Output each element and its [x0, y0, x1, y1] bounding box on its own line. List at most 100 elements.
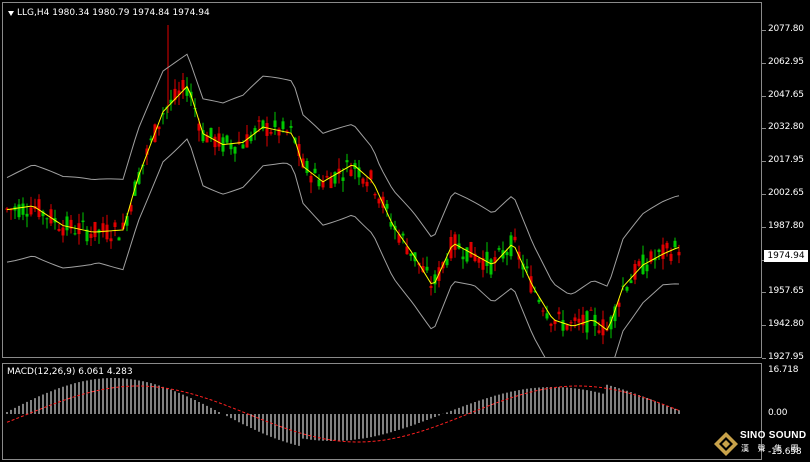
- candle-body: [129, 205, 133, 212]
- candle-body: [533, 290, 537, 292]
- candle-body: [201, 130, 205, 142]
- current-price-marker: 1974.94: [764, 250, 808, 262]
- candle-body: [469, 242, 473, 258]
- candle-body: [105, 224, 109, 240]
- candle-body: [233, 146, 237, 154]
- candle-body: [553, 320, 557, 325]
- candle-body: [521, 263, 525, 270]
- candle-body: [629, 280, 633, 284]
- candle-body: [21, 203, 25, 215]
- candle-body: [445, 258, 449, 266]
- candle-body: [633, 263, 637, 280]
- moving-average-line: [6, 85, 680, 331]
- candle-body: [121, 222, 125, 230]
- candle-body: [197, 123, 201, 131]
- candle-body: [649, 251, 653, 263]
- candle-body: [45, 218, 49, 220]
- candle-body: [161, 113, 165, 115]
- candle-body: [357, 167, 361, 178]
- candle-body: [205, 135, 209, 143]
- candle-body: [341, 177, 345, 181]
- candle-body: [261, 120, 265, 129]
- price-axis-tick: [762, 30, 766, 31]
- candle-body: [369, 170, 373, 180]
- candle-body: [321, 181, 325, 188]
- candle-body: [325, 175, 329, 178]
- candle-body: [245, 134, 249, 148]
- candle-body: [85, 229, 89, 242]
- candle-body: [637, 261, 641, 266]
- candle-body: [169, 99, 173, 104]
- candle-body: [29, 207, 33, 215]
- candle-body: [309, 175, 313, 183]
- candle-body: [677, 251, 681, 256]
- candle-body: [481, 258, 485, 270]
- candle-body: [497, 248, 501, 250]
- price-axis-label: 1987.80: [768, 220, 804, 231]
- candle-body: [513, 236, 517, 241]
- candle-body: [641, 254, 645, 275]
- candle-body: [673, 240, 677, 248]
- candle-body: [253, 128, 257, 134]
- candle-body: [593, 314, 597, 326]
- price-axis-tick: [762, 128, 766, 130]
- candle-body: [69, 219, 73, 229]
- candle-body: [73, 233, 77, 235]
- candle-body: [101, 223, 105, 233]
- candle-body: [297, 144, 301, 157]
- candle-body: [25, 213, 29, 217]
- candle-body: [581, 314, 585, 326]
- price-axis-tick: [762, 226, 766, 228]
- macd-axis-label: 16.718: [768, 365, 799, 375]
- candle-body: [177, 90, 181, 95]
- candle-body: [405, 246, 409, 255]
- candle-body: [37, 199, 41, 218]
- candle-body: [9, 208, 13, 211]
- logo-subtitle: 漢 聲 集 團: [741, 444, 802, 453]
- candle-body: [409, 253, 413, 256]
- logo-icon: [714, 432, 738, 456]
- candle-body: [217, 133, 221, 147]
- candle-body: [349, 169, 353, 176]
- price-axis-tick: [762, 194, 766, 195]
- price-axis-label: 2002.65: [768, 188, 804, 198]
- price-chart-panel[interactable]: LLG,H4 1980.34 1980.79 1974.84 1974.94: [2, 2, 762, 358]
- candle-body: [137, 172, 141, 184]
- dropdown-icon[interactable]: [8, 11, 14, 16]
- candle-body: [181, 80, 185, 90]
- macd-header: MACD(12,26,9) 6.061 4.283: [7, 367, 133, 377]
- price-axis-tick: [762, 161, 766, 163]
- macd-signal-line: [6, 385, 680, 443]
- candle-body: [545, 313, 549, 319]
- candle-body: [373, 193, 377, 196]
- candle-body: [661, 244, 665, 259]
- candle-body: [125, 216, 129, 226]
- candle-body: [421, 266, 425, 272]
- candle-body: [617, 302, 621, 307]
- candle-body: [361, 178, 365, 184]
- macd-axis-label: -15.658: [768, 447, 802, 457]
- candle-body: [225, 135, 229, 143]
- candle-body: [229, 144, 233, 150]
- price-axis-label: 2017.95: [768, 155, 804, 166]
- candle-body: [301, 158, 305, 168]
- candle-body: [117, 237, 121, 241]
- candle-body: [41, 211, 45, 217]
- candle-body: [429, 286, 433, 288]
- candle-body: [365, 181, 369, 187]
- candle-body: [337, 168, 341, 174]
- candle-body: [425, 266, 429, 271]
- macd-panel[interactable]: MACD(12,26,9) 6.061 4.283: [2, 363, 762, 460]
- price-axis-tick: [762, 325, 766, 327]
- candle-body: [173, 88, 177, 101]
- chart-header: LLG,H4 1980.34 1980.79 1974.84 1974.94: [17, 8, 210, 18]
- price-axis-tick: [762, 62, 766, 64]
- price-axis-label: 2047.65: [768, 89, 804, 100]
- candle-body: [529, 276, 533, 293]
- candle-body: [145, 148, 149, 155]
- candle-body: [589, 309, 593, 311]
- candle-body: [149, 138, 153, 141]
- candle-body: [461, 256, 465, 260]
- price-axis-tick: [762, 358, 766, 359]
- candle-body: [185, 87, 189, 96]
